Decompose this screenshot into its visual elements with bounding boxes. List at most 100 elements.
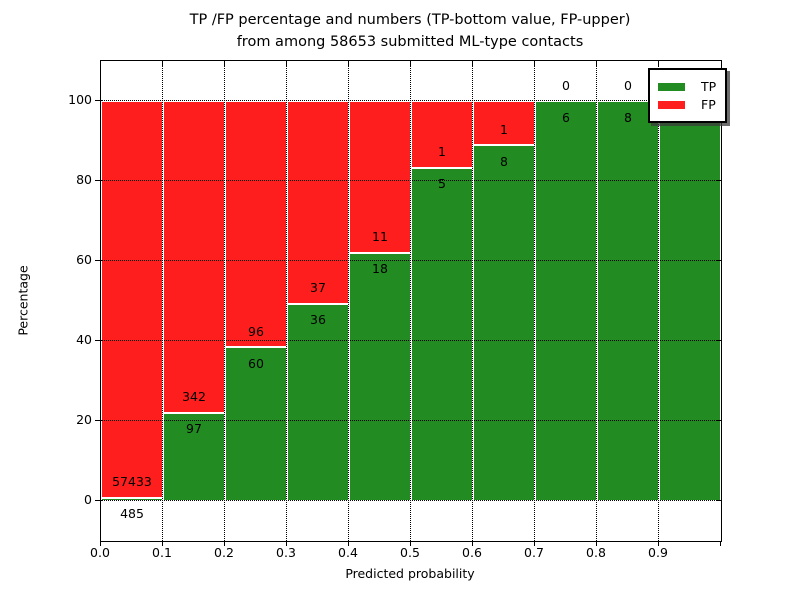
- x-tick-label: 0.2: [214, 545, 234, 560]
- x-tick-bottom: [720, 541, 722, 546]
- x-tick-bottom: [472, 541, 474, 546]
- x-tick-bottom: [658, 541, 660, 546]
- x-tick-top: [472, 61, 474, 66]
- gridline-x: [534, 61, 536, 541]
- bar-tp-segment: [659, 101, 721, 501]
- x-tick-bottom: [534, 541, 536, 546]
- y-tick-left: [94, 180, 100, 182]
- x-tick-label: 0.1: [152, 545, 172, 560]
- x-tick-top: [658, 61, 660, 66]
- legend-label-fp: FP: [701, 97, 716, 112]
- x-tick-bottom: [410, 541, 412, 546]
- bar-label-tp: 60: [248, 355, 264, 371]
- bar-label-fp: 11: [372, 229, 388, 245]
- gridline-x: [596, 61, 598, 541]
- bar-label-tp: 97: [186, 421, 202, 437]
- bar-fp-segment: [473, 101, 535, 146]
- bar-label-fp: 37: [310, 280, 326, 296]
- x-tick-top: [596, 61, 598, 66]
- y-tick-left: [94, 340, 100, 342]
- y-tick-right: [716, 420, 721, 422]
- y-tick-left: [94, 500, 100, 502]
- gridline-x: [410, 61, 412, 541]
- bar-label-tp: 8: [624, 109, 632, 125]
- bar-label-tp: 5: [438, 176, 446, 192]
- x-tick-bottom: [162, 541, 164, 546]
- legend-row-fp: FP: [658, 97, 716, 112]
- bar-tp-segment: [349, 252, 411, 501]
- plot-area: TP FP 5743348534297966037361118151806080…: [94, 60, 728, 546]
- chart-title-line1: TP /FP percentage and numbers (TP-bottom…: [189, 12, 631, 28]
- bar-label-fp: 0: [624, 77, 632, 93]
- bar-label-fp: 1: [438, 144, 446, 160]
- x-tick-label: 0.7: [524, 545, 544, 560]
- bar-tp-segment: [597, 101, 659, 501]
- y-tick-left: [94, 420, 100, 422]
- y-tick-label: 60: [76, 252, 92, 267]
- x-tick-bottom: [596, 541, 598, 546]
- bar-label-tp: 6: [562, 109, 570, 125]
- x-tick-bottom: [224, 541, 226, 546]
- y-tick-right: [716, 180, 721, 182]
- gridline-x: [162, 61, 164, 541]
- x-tick-label: 0.4: [338, 545, 358, 560]
- bar-tp-segment: [225, 347, 287, 501]
- bar-tp-segment: [411, 167, 473, 501]
- x-tick-top: [286, 61, 288, 66]
- x-tick-label: 0.0: [90, 545, 110, 560]
- y-tick-right: [716, 500, 721, 502]
- legend-swatch-fp: [658, 100, 685, 109]
- gridline-x: [224, 61, 226, 541]
- y-tick-label: 80: [76, 172, 92, 187]
- y-tick-label: 20: [76, 412, 92, 427]
- x-tick-top: [348, 61, 350, 66]
- x-tick-label: 0.6: [462, 545, 482, 560]
- x-tick-label: 0.5: [400, 545, 420, 560]
- y-tick-left: [94, 260, 100, 262]
- bar-label-fp: 96: [248, 323, 264, 339]
- y-tick-right: [716, 260, 721, 262]
- bar-fp-segment: [287, 101, 349, 304]
- bar-fp-segment: [101, 101, 163, 498]
- chart-title-line2: from among 58653 submitted ML-type conta…: [236, 33, 584, 50]
- bar-tp-segment: [287, 303, 349, 501]
- y-axis-label-wrap: Percentage: [10, 60, 36, 540]
- x-tick-top: [410, 61, 412, 66]
- x-tick-top: [162, 61, 164, 66]
- x-tick-label: 0.3: [276, 545, 296, 560]
- gridline-x: [286, 61, 288, 541]
- y-tick-label: 100: [68, 92, 92, 107]
- bar-label-fp: 1: [500, 121, 508, 137]
- bar-tp-segment: [473, 145, 535, 501]
- y-tick-left: [94, 100, 100, 102]
- x-tick-top: [224, 61, 226, 66]
- chart-title: TP /FP percentage and numbers (TP-bottom…: [100, 10, 720, 54]
- gridline-x: [348, 61, 350, 541]
- bar-label-tp: 485: [120, 506, 144, 522]
- x-tick-bottom: [348, 541, 350, 546]
- x-tick-bottom: [286, 541, 288, 546]
- bar-label-fp: 57433: [112, 474, 152, 490]
- bar-tp-segment: [535, 101, 597, 501]
- legend-row-tp: TP: [658, 79, 716, 94]
- y-axis-label: Percentage: [15, 264, 31, 336]
- x-axis-label: Predicted probability: [345, 566, 475, 581]
- bar-label-tp: 18: [372, 261, 388, 277]
- bar-fp-segment: [225, 101, 287, 348]
- x-tick-top: [534, 61, 536, 66]
- legend-label-tp: TP: [701, 79, 717, 94]
- legend: TP FP: [648, 68, 728, 123]
- gridline-x: [658, 61, 660, 541]
- x-tick-label: 0.8: [586, 545, 606, 560]
- y-tick-label: 40: [76, 332, 92, 347]
- bar-label-tp: 36: [310, 312, 326, 328]
- y-tick-label: 0: [84, 492, 92, 507]
- gridline-x: [472, 61, 474, 541]
- bar-label-fp: 0: [562, 77, 570, 93]
- bar-label-tp: 8: [500, 153, 508, 169]
- legend-swatch-tp: [658, 82, 685, 91]
- y-tick-right: [716, 340, 721, 342]
- bar-label-fp: 342: [182, 389, 206, 405]
- bar-fp-segment: [163, 101, 225, 413]
